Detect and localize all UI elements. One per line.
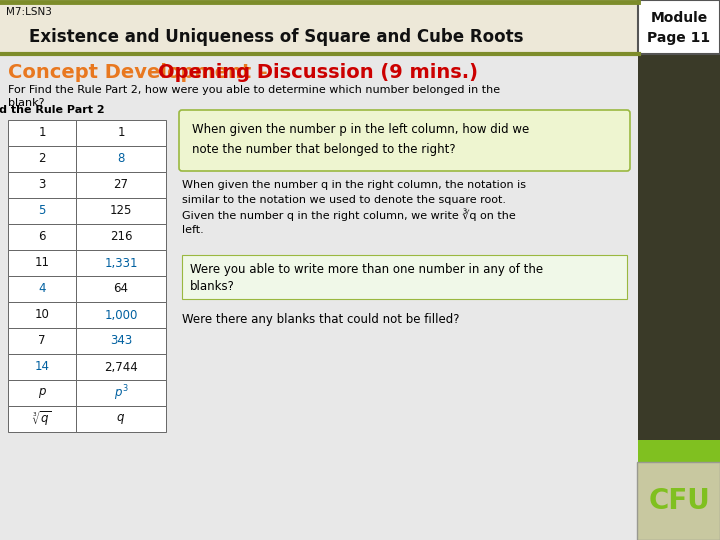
Text: 8: 8 — [117, 152, 125, 165]
Bar — [8, 224, 76, 250]
Bar — [8, 406, 76, 432]
Text: similar to the notation we used to denote the square root.: similar to the notation we used to denot… — [182, 195, 506, 205]
Text: note the number that belonged to the right?: note the number that belonged to the rig… — [192, 143, 456, 156]
Text: M7:LSN3: M7:LSN3 — [6, 7, 52, 17]
Text: 11: 11 — [35, 256, 50, 269]
Text: Given the number q in the right column, we write ∛q on the: Given the number q in the right column, … — [182, 208, 516, 221]
Text: 27: 27 — [114, 179, 128, 192]
Bar — [8, 146, 76, 172]
Bar — [0, 0, 638, 54]
Text: Opening Discussion (9 mins.): Opening Discussion (9 mins.) — [158, 63, 477, 82]
Text: 7: 7 — [38, 334, 46, 348]
Text: 10: 10 — [35, 308, 50, 321]
Text: Existence and Uniqueness of Square and Cube Roots: Existence and Uniqueness of Square and C… — [6, 28, 523, 46]
Bar — [76, 146, 166, 172]
Text: left.: left. — [182, 225, 204, 235]
Text: 14: 14 — [35, 361, 50, 374]
Text: 3: 3 — [38, 179, 45, 192]
Bar — [76, 354, 166, 380]
Text: 6: 6 — [38, 231, 46, 244]
Text: 1,331: 1,331 — [104, 256, 138, 269]
Text: When given the number p in the left column, how did we: When given the number p in the left colu… — [192, 124, 529, 137]
Bar — [8, 302, 76, 328]
Bar — [76, 172, 166, 198]
Bar — [76, 224, 166, 250]
FancyBboxPatch shape — [179, 110, 630, 171]
Text: 2,744: 2,744 — [104, 361, 138, 374]
Text: 1: 1 — [38, 126, 46, 139]
Bar — [637, 462, 720, 540]
Text: $p$: $p$ — [37, 386, 47, 400]
Text: Concept Development –: Concept Development – — [8, 63, 274, 82]
Text: 5: 5 — [38, 205, 45, 218]
Bar — [8, 120, 76, 146]
Bar — [8, 380, 76, 406]
Text: Find the Rule Part 2: Find the Rule Part 2 — [0, 105, 104, 115]
Text: Were there any blanks that could not be filled?: Were there any blanks that could not be … — [182, 314, 459, 327]
Text: Module: Module — [650, 11, 708, 25]
Bar — [76, 276, 166, 302]
Bar — [76, 198, 166, 224]
Bar — [8, 172, 76, 198]
Text: 64: 64 — [114, 282, 128, 295]
Bar — [76, 406, 166, 432]
Text: For Find the Rule Part 2, how were you able to determine which number belonged i: For Find the Rule Part 2, how were you a… — [8, 85, 500, 95]
Text: $p^3$: $p^3$ — [114, 383, 128, 403]
Bar — [8, 198, 76, 224]
Text: 2: 2 — [38, 152, 46, 165]
Text: $q$: $q$ — [117, 412, 125, 426]
Text: $\sqrt[3]{q}$: $\sqrt[3]{q}$ — [32, 410, 52, 428]
Text: 125: 125 — [110, 205, 132, 218]
Text: 343: 343 — [110, 334, 132, 348]
Text: blank?: blank? — [8, 98, 45, 108]
Text: When given the number q in the right column, the notation is: When given the number q in the right col… — [182, 180, 526, 190]
Text: 4: 4 — [38, 282, 46, 295]
Bar — [638, 0, 720, 54]
Bar — [0, 54, 638, 540]
Bar — [638, 0, 720, 540]
Text: 1,000: 1,000 — [104, 308, 138, 321]
Text: Page 11: Page 11 — [647, 31, 711, 45]
Text: Were you able to write more than one number in any of the: Were you able to write more than one num… — [190, 262, 543, 275]
Bar — [182, 255, 627, 299]
Bar — [8, 354, 76, 380]
Bar — [76, 302, 166, 328]
Bar — [8, 276, 76, 302]
Bar — [76, 380, 166, 406]
Bar — [638, 440, 720, 540]
Bar — [76, 250, 166, 276]
Bar — [76, 328, 166, 354]
Text: 1: 1 — [117, 126, 125, 139]
Bar — [8, 250, 76, 276]
Bar — [76, 120, 166, 146]
Bar — [8, 328, 76, 354]
Text: blanks?: blanks? — [190, 280, 235, 294]
Text: 216: 216 — [109, 231, 132, 244]
Text: CFU: CFU — [648, 487, 710, 515]
